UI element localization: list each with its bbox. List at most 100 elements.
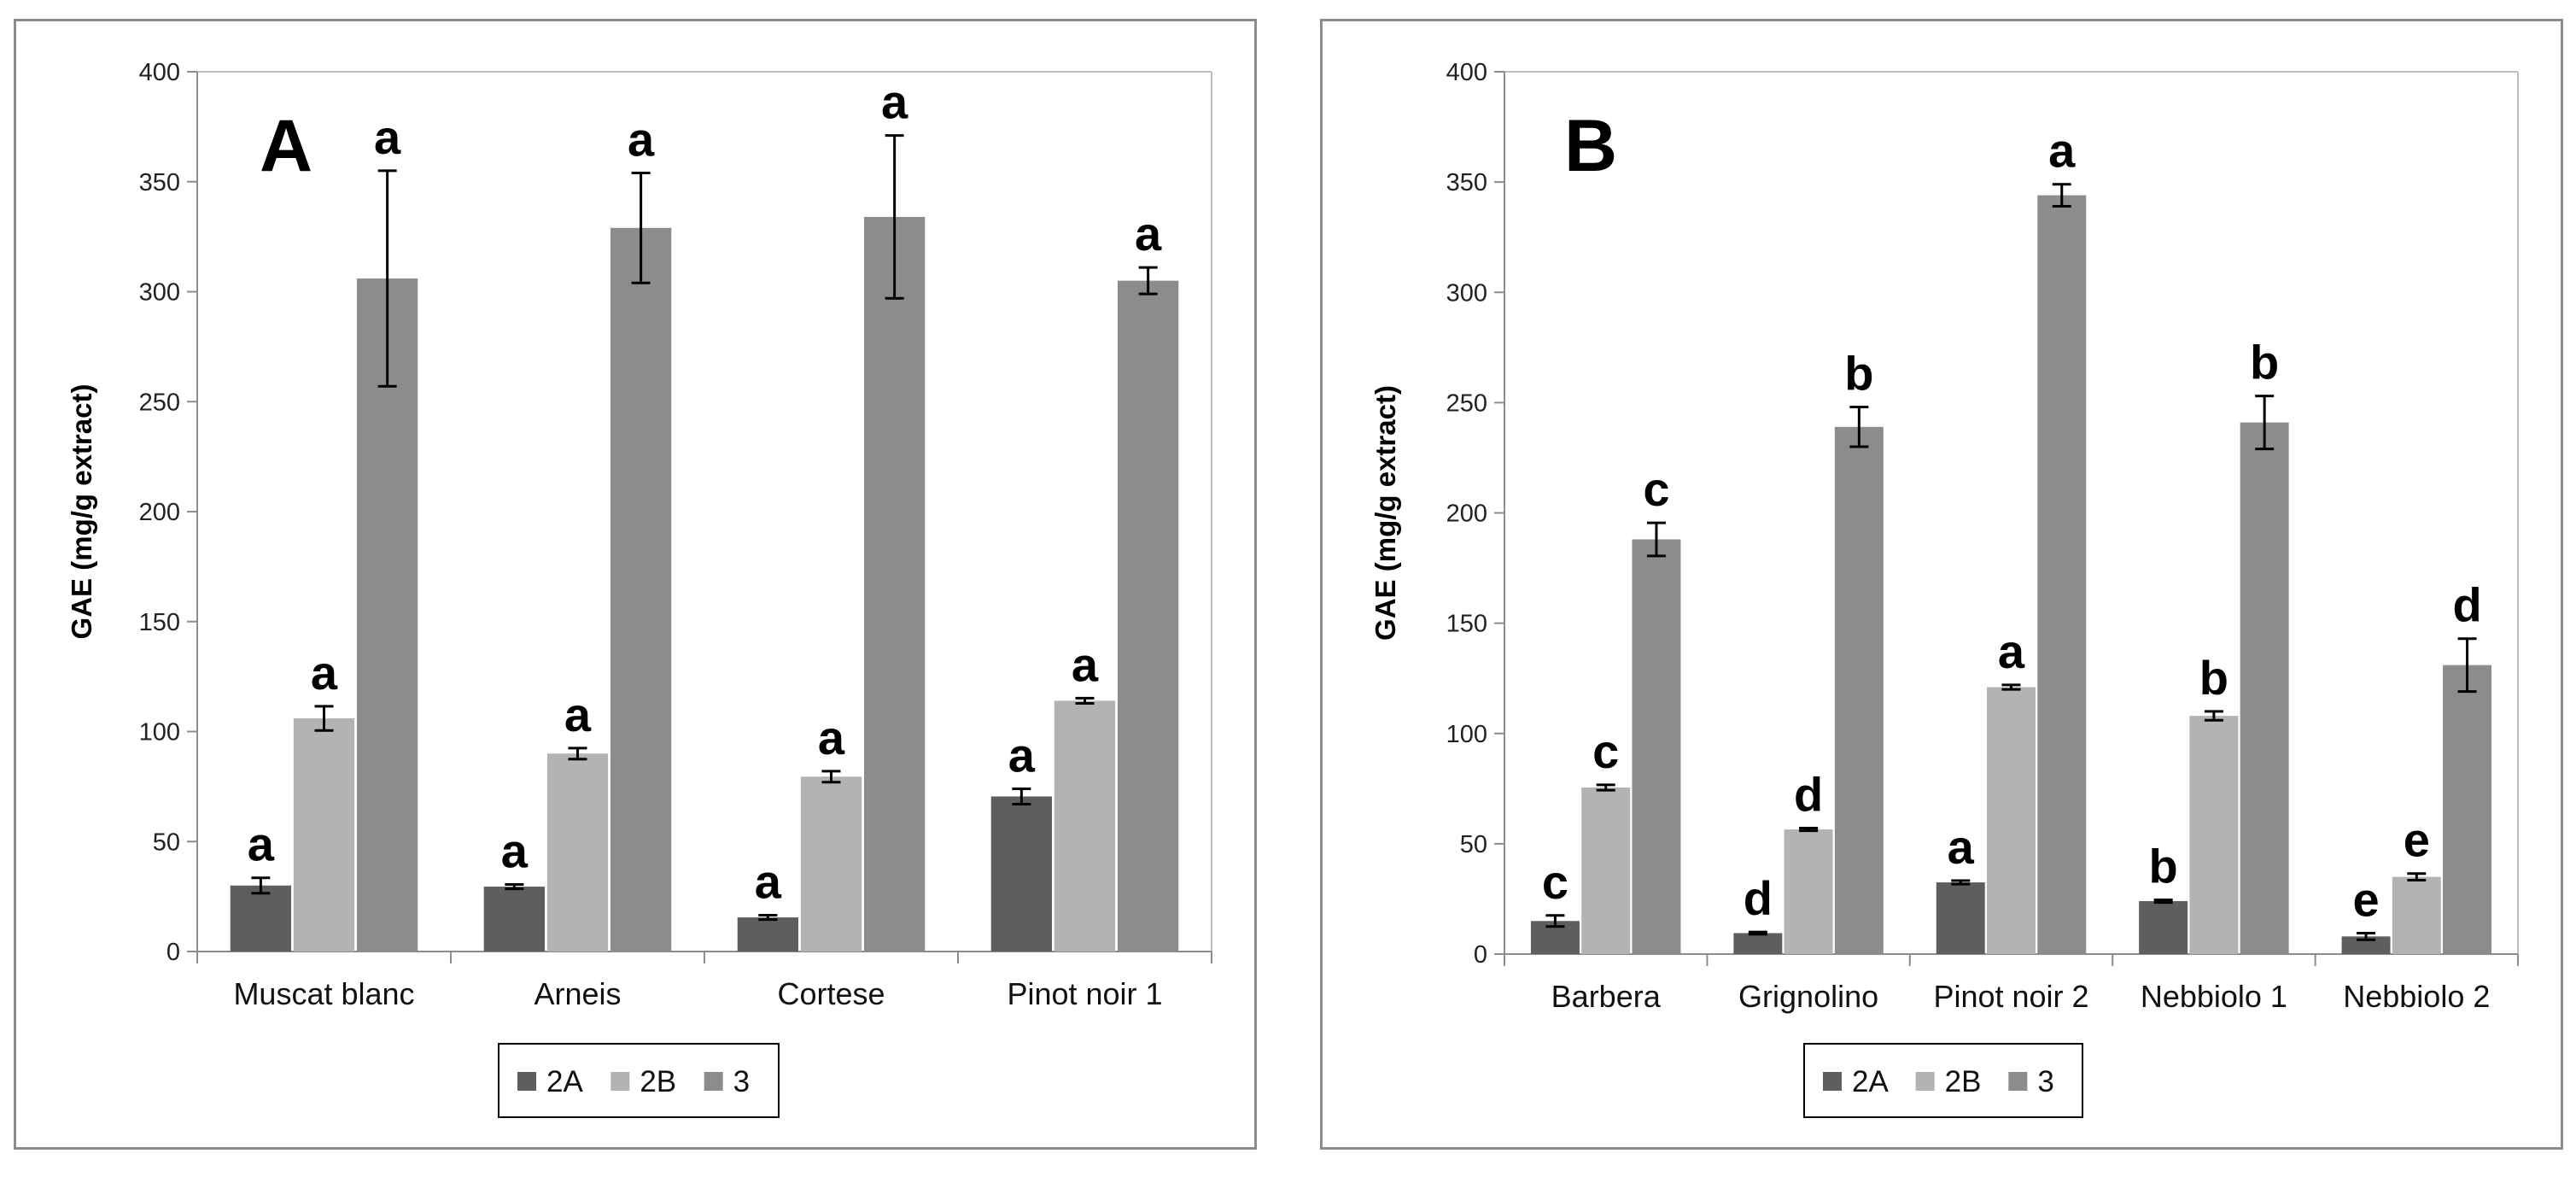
significance-letter: a (1072, 637, 1099, 691)
legend-box (498, 1043, 780, 1118)
significance-letter: d (1744, 871, 1773, 925)
y-tick-label: 300 (139, 279, 180, 307)
significance-letter: c (1542, 855, 1568, 909)
bar-3 (356, 278, 418, 952)
legend-swatch-2a (517, 1072, 536, 1091)
bar-2a (1936, 882, 1985, 954)
significance-letter: a (311, 646, 338, 700)
y-tick-label: 100 (139, 719, 180, 747)
panel-label: B (1564, 105, 1617, 187)
bar-3 (863, 216, 926, 952)
legend-swatch-2a (1823, 1072, 1842, 1091)
significance-letter: a (1008, 728, 1036, 782)
x-category-label: Pinot noir 1 (1007, 976, 1162, 1011)
y-tick-label: 400 (1446, 59, 1487, 86)
significance-letter: a (501, 823, 529, 877)
significance-letter: d (2452, 578, 2481, 632)
x-category-label: Nebbiolo 2 (2343, 979, 2490, 1014)
x-category-label: Grignolino (1738, 979, 1878, 1014)
legend-label: 2A (1852, 1065, 1889, 1098)
y-tick-label: 0 (1474, 941, 1487, 969)
bar-2a (483, 887, 546, 952)
legend-swatch-2b (1915, 1072, 1935, 1091)
significance-letter: b (2250, 336, 2279, 389)
significance-letter: a (818, 711, 845, 764)
bar-2a (2341, 936, 2391, 954)
y-tick-label: 50 (153, 829, 180, 856)
significance-letter: a (2048, 124, 2076, 178)
legend-label: 2B (1945, 1065, 1982, 1098)
bar-2b (1784, 829, 1833, 954)
bar-2b (1054, 700, 1116, 952)
significance-letter: a (564, 688, 592, 741)
bar-2b (2392, 876, 2441, 954)
bar-2a (990, 796, 1053, 952)
significance-letter: d (1794, 768, 1823, 822)
bar-3 (1117, 280, 1179, 952)
significance-letter: b (1844, 347, 1873, 401)
bar-2b (1581, 788, 1631, 954)
significance-letter: b (2149, 839, 2178, 893)
y-tick-label: 350 (1446, 169, 1487, 196)
bar-2a (737, 917, 799, 952)
y-tick-label: 100 (1446, 721, 1487, 748)
significance-letter: e (2352, 872, 2379, 926)
significance-letter: b (2199, 651, 2228, 705)
y-tick-label: 150 (1446, 611, 1487, 638)
y-tick-label: 200 (1446, 501, 1487, 528)
y-tick-label: 200 (139, 499, 180, 526)
bar-2b (2189, 716, 2239, 954)
significance-letter: c (1592, 724, 1619, 778)
significance-letter: a (1998, 624, 2025, 678)
x-category-label: Muscat blanc (233, 976, 414, 1011)
significance-letter: a (1948, 820, 1975, 874)
legend-box (1803, 1043, 2083, 1118)
chart-b-svg: 0 50 100 150 200 250 300 350 400 GAE (mg/g extrac… (1370, 59, 2519, 1118)
bar-3 (2443, 665, 2492, 954)
bar-2a (1733, 933, 1783, 954)
x-category-label: Nebbiolo 1 (2141, 979, 2287, 1014)
significance-letter: a (248, 817, 275, 871)
legend-label: 3 (733, 1065, 750, 1098)
chart-a-svg: 0 50 100 150 200 250 300 350 400 GAE (mg/g extrac… (66, 59, 1212, 1118)
x-category-label: Barbera (1551, 979, 1662, 1014)
y-axis-label: GAE (mg/g extract) (66, 384, 97, 640)
y-tick-label: 250 (139, 389, 180, 416)
significance-letter: a (881, 75, 908, 129)
chart-panel-b: 0 50 100 150 200 250 300 350 400 GAE (mg/g extrac… (1320, 19, 2563, 1150)
bar-3 (2240, 422, 2289, 954)
y-tick-label: 150 (139, 609, 180, 636)
bar-2b (546, 753, 609, 952)
y-tick-label: 250 (1446, 389, 1487, 417)
legend-swatch-3 (2008, 1072, 2028, 1091)
significance-letter: c (1643, 462, 1669, 516)
bar-3 (2037, 195, 2087, 954)
legend-swatch-3 (704, 1072, 723, 1091)
legend-swatch-2b (610, 1072, 630, 1091)
y-tick-label: 50 (1460, 831, 1487, 858)
significance-letter: a (755, 855, 782, 909)
bar-2b (293, 718, 355, 952)
bar-2b (800, 776, 862, 952)
significance-letter: a (374, 110, 401, 164)
legend-label: 2B (640, 1065, 676, 1098)
bar-3 (1632, 539, 1681, 954)
y-tick-label: 0 (166, 939, 180, 966)
significance-letter: a (1135, 207, 1162, 261)
x-category-label: Cortese (777, 976, 885, 1011)
bar-2b (1987, 687, 2036, 954)
panel-label: A (260, 105, 313, 187)
y-tick-label: 300 (1446, 279, 1487, 307)
significance-letter: a (628, 112, 655, 166)
y-tick-label: 400 (139, 59, 180, 86)
y-axis-label: GAE (mg/g extract) (1370, 385, 1401, 641)
bar-3 (610, 227, 672, 952)
bar-3 (1834, 426, 1884, 955)
bar-2a (230, 885, 292, 952)
y-tick-label: 350 (139, 169, 180, 196)
legend-label: 2A (546, 1065, 583, 1098)
x-category-label: Pinot noir 2 (1933, 979, 2088, 1014)
x-category-label: Arneis (534, 976, 621, 1011)
significance-letter: e (2404, 813, 2430, 867)
chart-panel-a: 0 50 100 150 200 250 300 350 400 GAE (mg/g extrac… (14, 19, 1257, 1150)
